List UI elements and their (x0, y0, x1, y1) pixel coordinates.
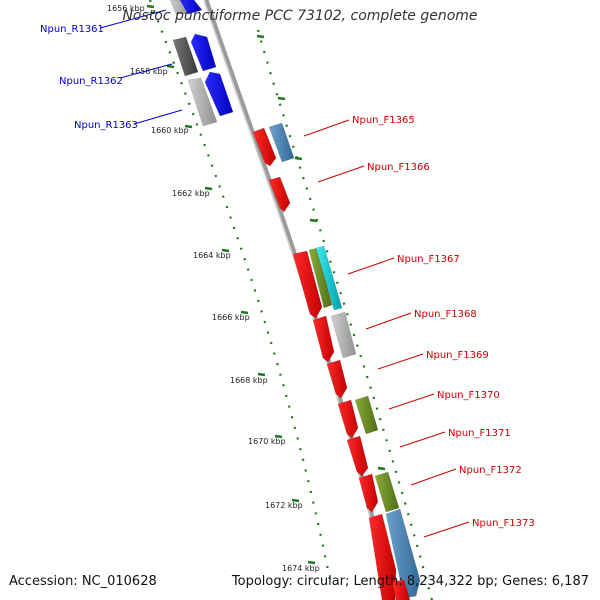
forward-gene-label: Npun_F1366 (367, 162, 430, 173)
forward-gene-label: Npun_F1369 (426, 350, 489, 361)
feature-gray-gene (330, 311, 357, 359)
tick-label: 1670 kbp (248, 437, 286, 446)
feature-forward-gene (326, 359, 348, 399)
feature-reverse-gene (204, 71, 234, 117)
forward-gene-leader (365, 312, 412, 330)
forward-gene-label: Npun_F1372 (459, 465, 522, 476)
tick-mark (377, 466, 386, 471)
feature-forward-gene (312, 315, 335, 363)
forward-gene-label: Npun_F1370 (437, 390, 500, 401)
forward-gene-leader (410, 468, 457, 486)
feature-olive-gene (374, 471, 400, 513)
forward-gene-label: Npun_F1373 (472, 518, 535, 529)
feature-gray-gene (172, 36, 199, 77)
tick-mark (184, 124, 193, 129)
tick-mark (146, 4, 155, 9)
backbone-line (203, 0, 395, 600)
forward-gene-leader (399, 431, 446, 448)
reverse-gene-leader (119, 63, 173, 79)
tick-mark (307, 560, 316, 565)
tick-mark (274, 434, 283, 439)
feature-forward-gene (358, 473, 379, 513)
feature-forward-gene (337, 399, 359, 439)
tick-label: 1658 kbp (130, 67, 168, 76)
tick-label: 1668 kbp (230, 376, 268, 385)
tick-label: 1664 kbp (193, 251, 231, 260)
tick-mark (309, 218, 318, 223)
feature-gray-gene (187, 77, 218, 127)
reverse-gene-label: Npun_R1363 (74, 120, 138, 131)
feature-olive-gene (354, 395, 379, 435)
forward-gene-label: Npun_F1365 (352, 115, 415, 126)
forward-gene-leader (388, 393, 435, 410)
tick-label: 1656 kbp (107, 4, 145, 13)
feature-forward-gene (292, 250, 323, 319)
genome-title: Nostoc punctiforme PCC 73102, complete g… (122, 8, 478, 24)
tick-mark (221, 248, 230, 253)
accession-text: Accession: NC_010628 (9, 574, 157, 589)
forward-gene-leader (317, 165, 365, 183)
forward-gene-leader (423, 521, 470, 538)
forward-gene-leader (303, 119, 350, 137)
tick-label: 1662 kbp (172, 189, 210, 198)
feature-olive-gene (308, 247, 333, 309)
tick-label: 1666 kbp (212, 313, 250, 322)
feature-cyan-gene (315, 245, 343, 311)
feature-reverse-gene (190, 33, 217, 72)
reverse-gene-leader (133, 109, 183, 125)
tick-mark (294, 156, 303, 161)
reverse-gene-leader (99, 9, 167, 29)
tick-label: 1672 kbp (265, 501, 303, 510)
forward-gene-label: Npun_F1368 (414, 309, 477, 320)
reverse-gene-label: Npun_R1362 (59, 76, 123, 87)
genome-summary-text: Topology: circular; Length: 8,234,322 bp… (231, 574, 589, 589)
right-tick-ruler (256, 29, 434, 600)
tick-mark (256, 34, 265, 39)
reverse-gene-label: Npun_R1361 (40, 24, 104, 35)
tick-mark (166, 64, 175, 69)
backbone-highlight (203, 0, 391, 600)
tick-mark (257, 372, 266, 377)
feature-forward-gene (346, 435, 369, 477)
tick-label: 1674 kbp (282, 564, 320, 573)
feature-steel-gene (268, 122, 295, 163)
forward-gene-leader (377, 353, 424, 370)
feature-reverse-gene (179, 0, 203, 15)
tick-mark (291, 498, 300, 503)
forward-gene-label: Npun_F1371 (448, 428, 511, 439)
feature-forward-gene (252, 127, 277, 167)
feature-forward-gene (391, 579, 411, 600)
forward-gene-label: Npun_F1367 (397, 254, 460, 265)
tick-label: 1660 kbp (151, 126, 189, 135)
forward-gene-leader (347, 257, 395, 275)
feature-forward-gene (268, 176, 291, 213)
tick-mark (204, 186, 213, 191)
tick-mark (277, 96, 286, 101)
tick-mark (240, 310, 249, 315)
